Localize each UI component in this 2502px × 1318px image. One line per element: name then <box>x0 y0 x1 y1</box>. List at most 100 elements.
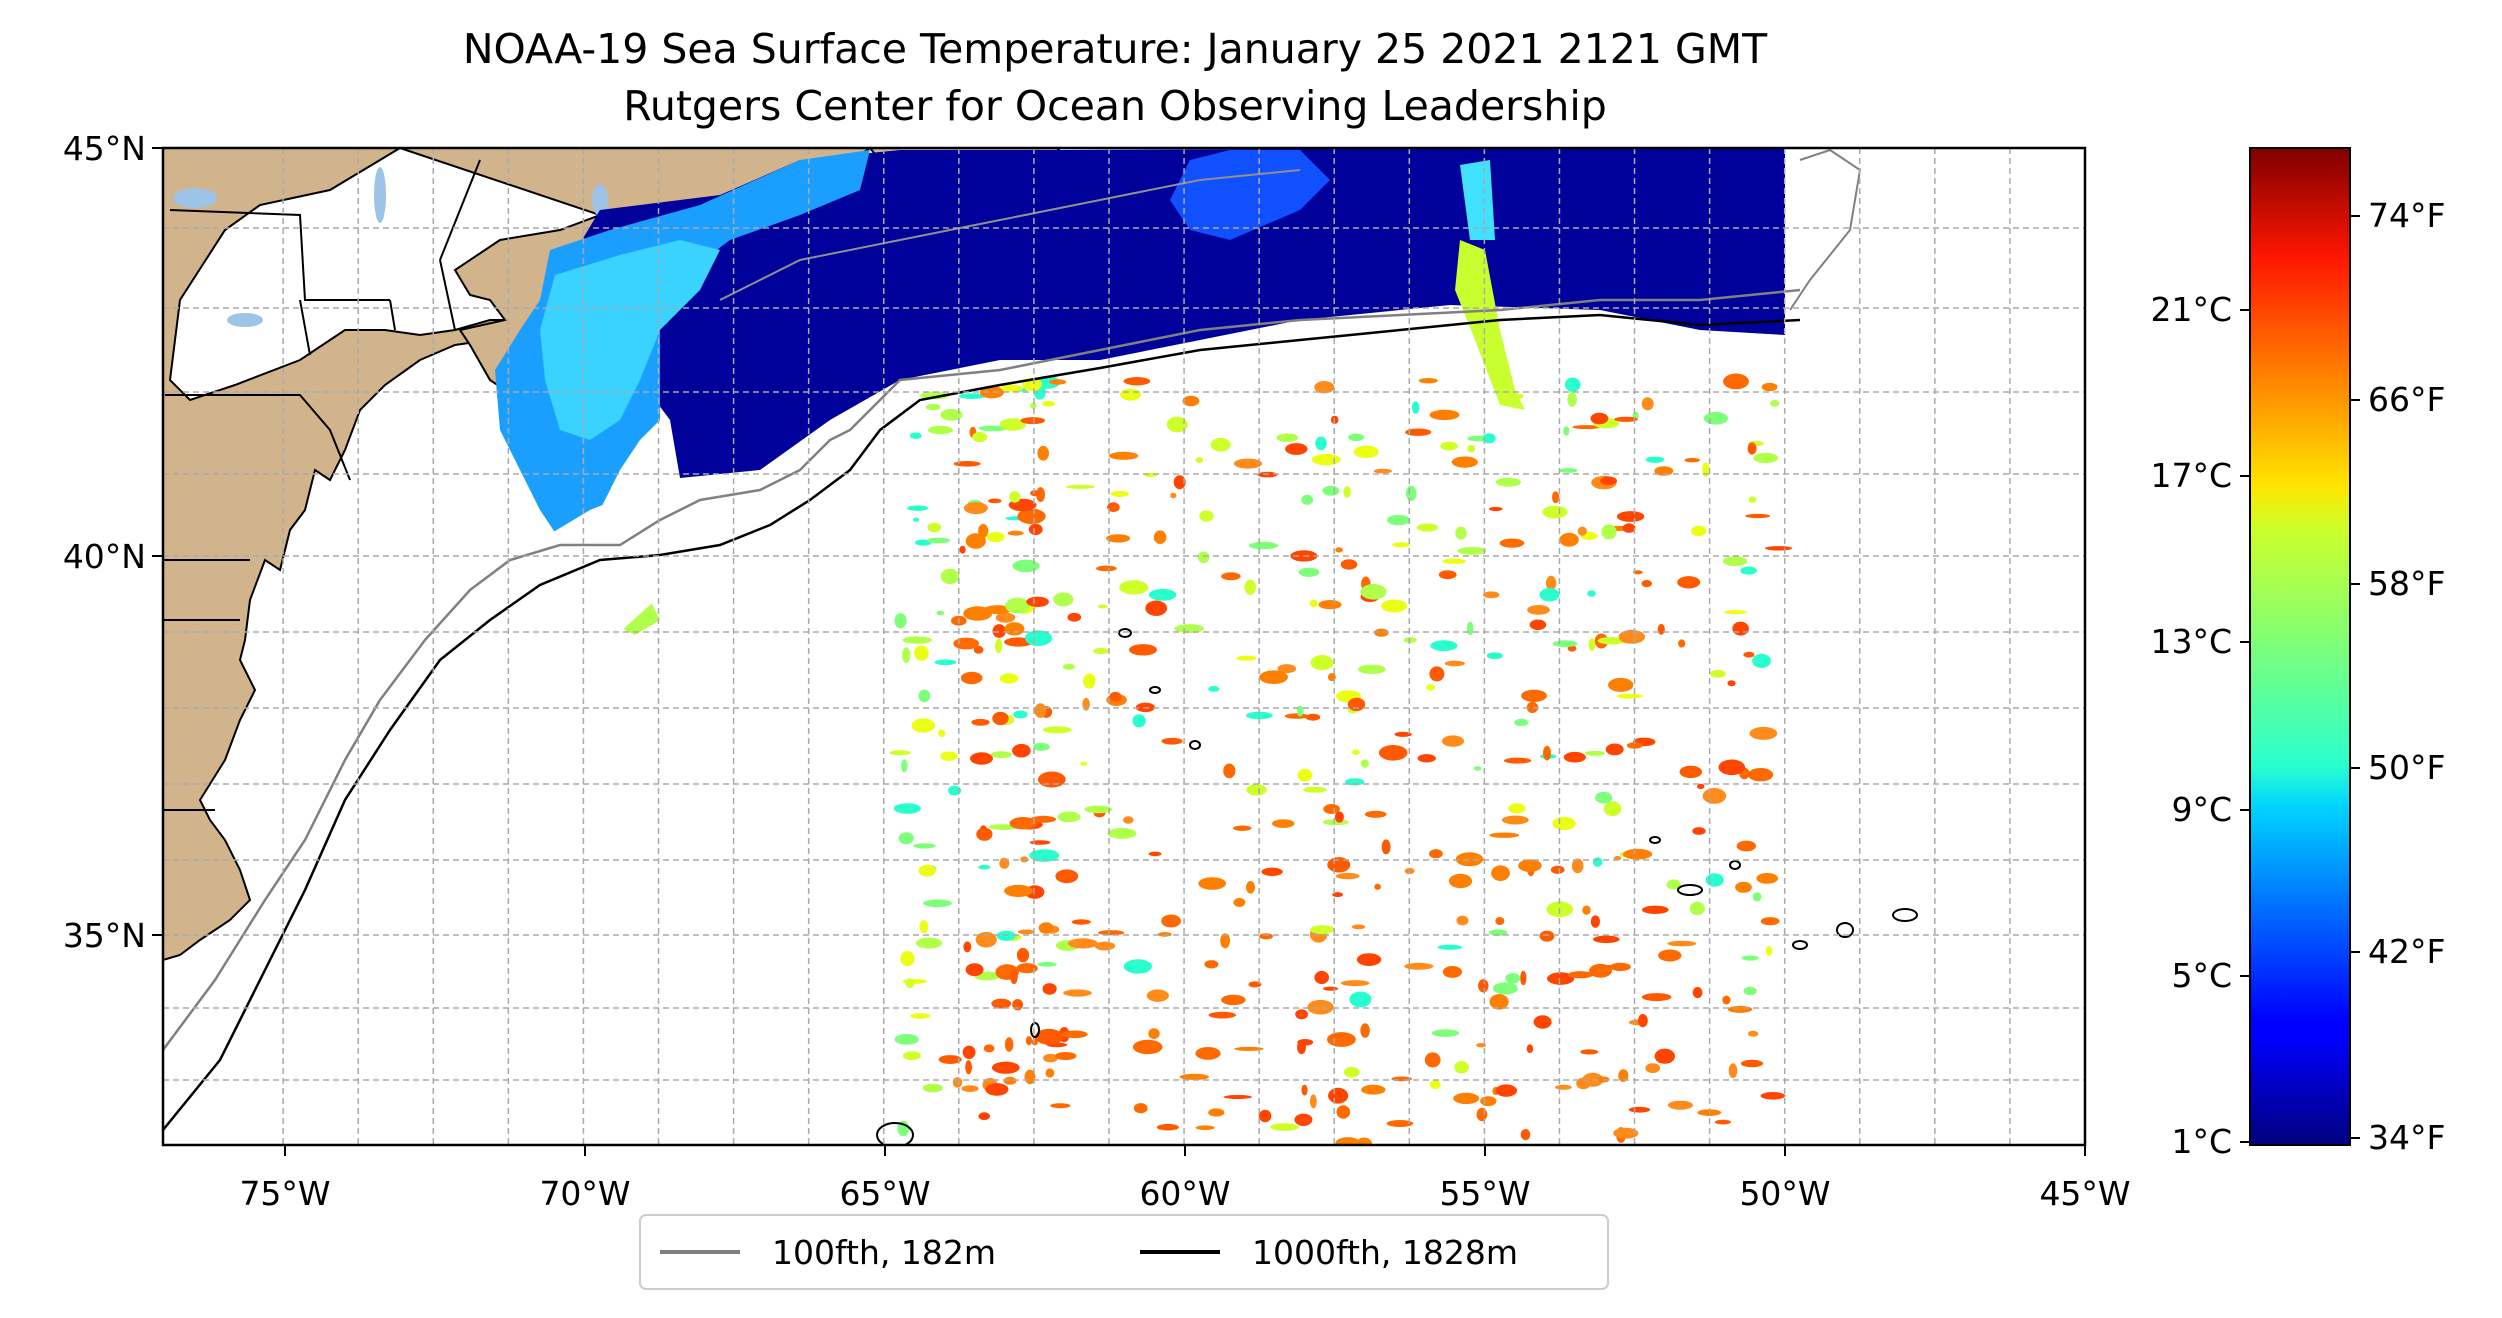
sst-patch <box>1307 999 1334 1015</box>
sst-patch <box>1743 651 1755 658</box>
sst-patch <box>1272 819 1295 828</box>
sst-patch <box>1610 962 1631 972</box>
sst-patch <box>1593 935 1620 944</box>
sst-patch <box>1703 412 1728 425</box>
sst-patch <box>893 803 921 814</box>
sst-patch <box>1457 546 1487 555</box>
sst-patch <box>1062 663 1075 670</box>
sst-patch <box>1499 538 1525 548</box>
sst-patch <box>1003 1076 1017 1085</box>
sst-patch <box>1013 710 1028 719</box>
sst-patch <box>1198 877 1227 890</box>
sst-patch <box>1029 840 1051 845</box>
sst-patch <box>1361 1084 1386 1095</box>
sst-patch <box>1204 960 1219 969</box>
sst-patch <box>1352 749 1360 755</box>
sst-patch <box>1096 565 1117 572</box>
sst-patch <box>914 645 929 661</box>
lon-tick-label: 50°W <box>1739 1174 1830 1213</box>
sst-patch <box>1761 382 1778 392</box>
sst-patch <box>970 752 993 765</box>
sst-patch <box>988 498 1002 504</box>
sst-patch <box>1476 1107 1488 1122</box>
sst-patch <box>1740 566 1757 575</box>
sst-patch <box>1016 947 1030 963</box>
sst-patch <box>1492 982 1518 995</box>
sst-patch <box>1012 559 1040 573</box>
sst-patch <box>1110 490 1130 497</box>
sst-patch <box>1364 810 1387 818</box>
sst-patch <box>1590 412 1609 425</box>
sst-patch <box>1520 1129 1531 1141</box>
sst-patch <box>1623 848 1653 860</box>
sst-patch <box>913 843 936 849</box>
sst-patch <box>1732 621 1749 636</box>
sst-patch <box>1567 392 1577 407</box>
sst-patch <box>1097 604 1108 609</box>
sst-patch <box>1641 905 1669 914</box>
sst-patch <box>1107 502 1120 513</box>
sst-patch <box>894 1034 919 1045</box>
contour-island-gray <box>1789 148 1862 311</box>
sst-patch <box>1356 1137 1373 1145</box>
sst-patch <box>1310 655 1334 671</box>
sst-patch <box>1356 953 1382 966</box>
sst-patch <box>1000 384 1023 392</box>
sst-patch <box>1527 605 1550 615</box>
sst-patch <box>1692 987 1703 999</box>
colorbar-celsius-label: 21°C <box>2150 290 2232 329</box>
sst-patch <box>1453 1092 1480 1104</box>
sst-warm-streak <box>1455 240 1525 410</box>
state-boundaries <box>163 159 481 811</box>
sst-patch <box>1153 530 1167 544</box>
sst-patch <box>1488 506 1503 512</box>
sst-patch <box>1563 751 1586 763</box>
sst-patch <box>978 864 991 870</box>
sst-patch <box>1284 713 1309 719</box>
sst-patch <box>1036 487 1045 503</box>
lon-tick-label: 45°W <box>2039 1174 2130 1213</box>
sst-patch <box>948 785 962 796</box>
sst-patch <box>978 523 989 538</box>
sst-patch <box>1440 441 1458 451</box>
sst-patch <box>1195 457 1203 464</box>
sst-patch <box>1641 993 1672 1002</box>
colorbar: 21°C 17°C 13°C 9°C 5°C 1°C 74°F 66°F 58°… <box>2150 147 2445 1161</box>
sst-patch <box>1071 919 1091 925</box>
lake <box>227 313 263 327</box>
sst-patch <box>905 978 915 989</box>
sst-patch <box>1626 742 1643 749</box>
sst-patch <box>1495 917 1505 925</box>
sst-patch <box>1424 1052 1441 1068</box>
sst-patch <box>1437 944 1463 950</box>
lon-axis: 75°W 70°W 65°W 60°W 55°W 50°W 45°W <box>239 1145 2131 1213</box>
sst-patch <box>1004 622 1025 636</box>
sst-patch <box>936 610 945 616</box>
sst-patch <box>1495 1084 1517 1097</box>
sst-patch <box>1526 1044 1534 1054</box>
sst-patch <box>959 545 966 554</box>
sst-patch <box>1438 570 1457 580</box>
sst-patch <box>1223 763 1236 779</box>
sst-patch <box>971 718 990 726</box>
sst-patch <box>1667 940 1697 947</box>
sst-patch <box>1093 647 1109 655</box>
sst-patch <box>1603 801 1622 817</box>
sst-patch <box>1495 477 1521 487</box>
sst-patch <box>1529 619 1547 631</box>
sst-patch <box>1132 1039 1163 1055</box>
sst-patch <box>1702 462 1710 478</box>
sst-patch <box>1760 1092 1786 1100</box>
sst-patch <box>1067 612 1082 622</box>
sst-patch <box>1360 584 1387 600</box>
sst-patch <box>1146 989 1169 1002</box>
sst-patch <box>1582 905 1591 915</box>
sst-patch <box>1455 852 1484 867</box>
sst-patch <box>1666 879 1681 890</box>
sst-patch <box>1770 400 1780 407</box>
sst-patch <box>1404 962 1434 970</box>
sst-patch <box>1597 637 1627 645</box>
sst-patch <box>1067 938 1098 949</box>
sst-patch <box>1315 436 1327 451</box>
sst-patch <box>1016 963 1038 974</box>
